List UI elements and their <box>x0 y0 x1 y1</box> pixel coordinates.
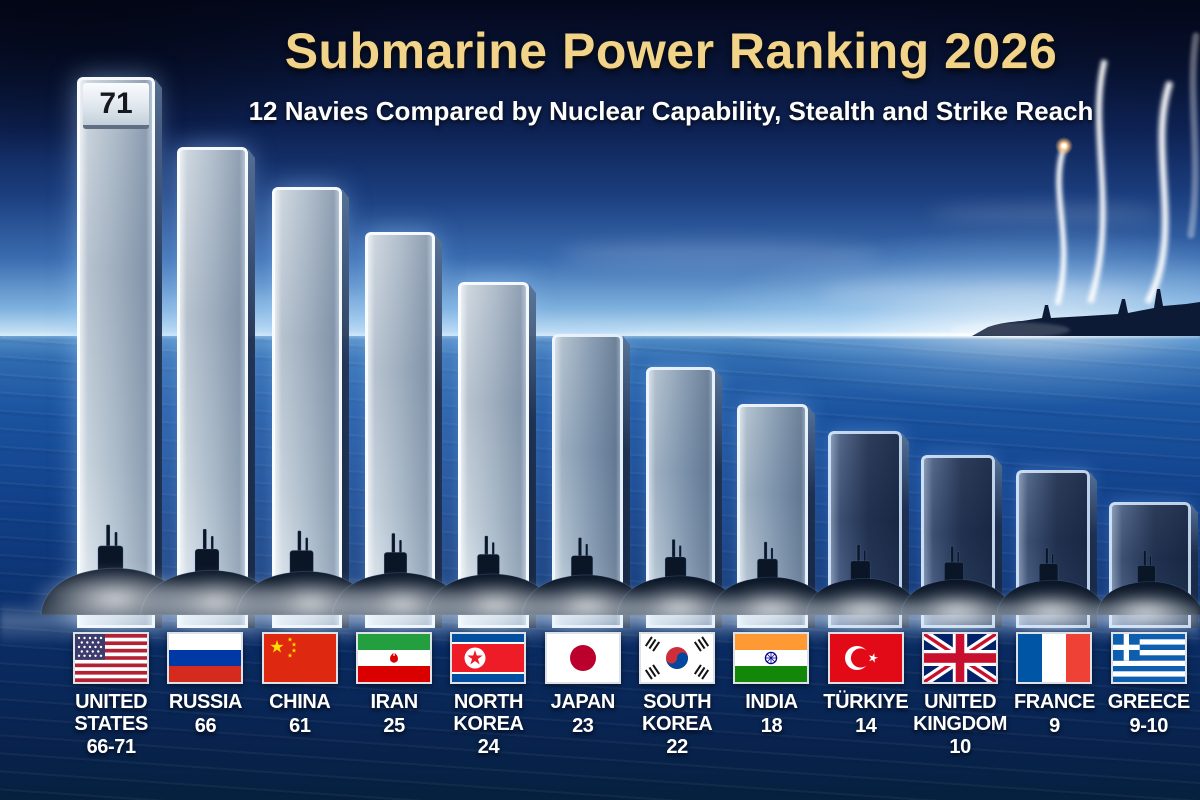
country-label-japan: JAPAN 23 <box>536 632 630 759</box>
cloud <box>560 242 880 268</box>
country-label-russia: RUSSIA 66 <box>158 632 252 759</box>
country-label-greece: GREECE 9-10 <box>1102 632 1196 759</box>
japan-flag-icon <box>544 632 621 684</box>
country-label-china: CHINA 61 <box>253 632 347 759</box>
china-flag-icon <box>261 632 338 684</box>
country-name: GREECE <box>1107 691 1190 713</box>
country-label-united-states: UNITED STATES 66-71 <box>64 632 158 759</box>
france-flag-icon <box>1016 632 1093 684</box>
country-name: CHINA <box>269 691 331 713</box>
country-label-south-korea: SOUTH KOREA 22 <box>630 632 724 759</box>
russia-flag-icon <box>167 632 244 684</box>
page-title: Submarine Power Ranking 2026 <box>284 23 1058 79</box>
country-name: INDIA <box>745 691 798 713</box>
country-value: 23 <box>572 714 594 737</box>
page-subtitle: 12 Navies Compared by Nuclear Capability… <box>248 96 1094 126</box>
country-value: 14 <box>855 714 877 737</box>
country-label-north-korea: NORTH KOREA 24 <box>441 632 535 759</box>
bar-russia <box>177 147 248 628</box>
turkiye-flag-icon <box>827 632 904 684</box>
country-name: JAPAN <box>550 691 616 713</box>
united-kingdom-flag-icon <box>922 632 999 684</box>
country-value: 10 <box>949 736 971 759</box>
country-value: 9 <box>1049 714 1060 737</box>
country-name: UNITED STATES <box>74 691 148 735</box>
missile-smoke-trails <box>1054 32 1200 306</box>
country-name: RUSSIA <box>168 691 243 713</box>
country-value: 61 <box>289 714 311 737</box>
country-label-iran: IRAN 25 <box>347 632 441 759</box>
india-flag-icon <box>733 632 810 684</box>
country-label-turkiye: TÜRKIYE 14 <box>819 632 913 759</box>
country-value: 24 <box>477 736 500 759</box>
country-value: 66 <box>194 714 217 737</box>
country-label-india: INDIA 18 <box>724 632 818 759</box>
country-value: 66-71 <box>86 736 137 759</box>
iran-flag-icon <box>356 632 433 684</box>
north-korea-flag-icon <box>450 632 527 684</box>
country-name: FRANCE <box>1013 691 1095 713</box>
greece-flag-icon <box>1110 632 1187 684</box>
country-name: SOUTH KOREA <box>642 691 713 735</box>
country-value: 18 <box>760 714 783 737</box>
top-score-badge: 71 <box>83 83 149 129</box>
bar-united-states: 71 <box>77 77 155 628</box>
united-states-flag-icon <box>73 632 150 684</box>
country-name: IRAN <box>370 691 419 713</box>
south-korea-flag-icon <box>639 632 716 684</box>
country-value: 22 <box>666 736 688 759</box>
country-value: 9-10 <box>1129 714 1169 737</box>
country-name: TÜRKIYE <box>823 691 909 713</box>
cloud <box>820 282 1160 304</box>
country-label-united-kingdom: UNITED KINGDOM 10 <box>913 632 1007 759</box>
bar-north-korea <box>458 282 529 628</box>
country-labels-row: UNITED STATES 66-71 RUSSIA 66 CHINA 61 <box>64 632 1196 759</box>
country-label-france: FRANCE 9 <box>1007 632 1101 759</box>
bar-iran <box>365 232 435 628</box>
country-value: 25 <box>383 714 405 737</box>
missile-trails-illustration <box>950 32 1200 338</box>
country-name: NORTH KOREA <box>453 691 524 735</box>
bar-china <box>272 187 342 628</box>
country-name: UNITED KINGDOM <box>913 691 1008 735</box>
